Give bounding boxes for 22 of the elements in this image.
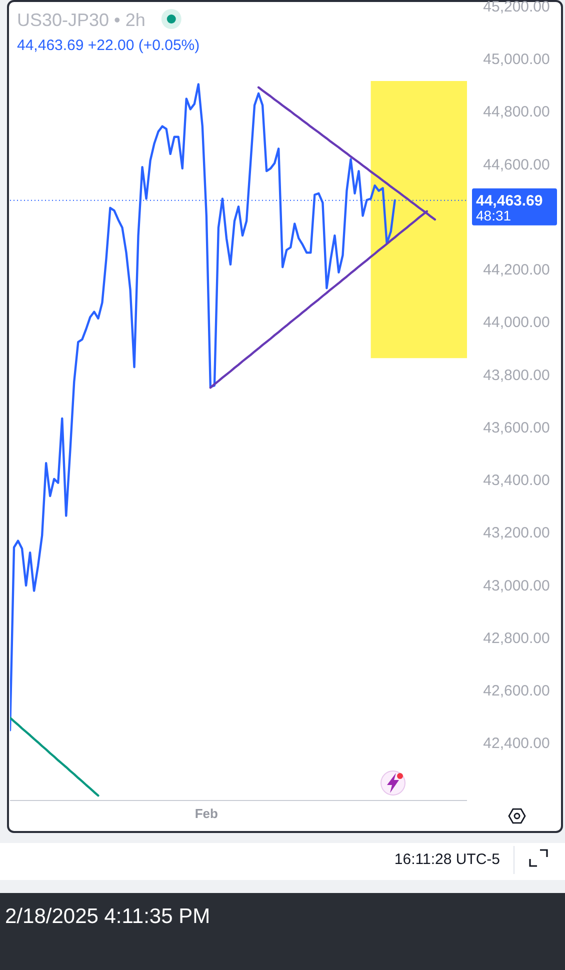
y-tick-label: 42,400.00	[483, 735, 550, 752]
y-tick-label: 43,800.00	[483, 366, 550, 384]
text: 44,463.69 +22.00 (+0.05%)	[17, 37, 200, 54]
y-tick-label: 44,000.00	[483, 314, 550, 332]
y-tick-label: 44,800.00	[483, 104, 550, 121]
y-tick-label: 43,200.00	[483, 524, 550, 542]
text: 16:11:28 UTC-5	[394, 851, 500, 868]
y-tick-label: 43,600.00	[483, 419, 550, 436]
y-tick-label: 45,200.00	[483, 0, 550, 16]
y-tick-label: 43,400.00	[483, 472, 550, 490]
text: 48:31	[476, 207, 512, 224]
x-tick-label: Feb	[194, 806, 218, 822]
text: 2/18/2025 4:11:35 PM	[5, 905, 210, 928]
text: US30-JP30 • 2h	[17, 10, 146, 30]
y-tick-label: 43,000.00	[483, 577, 550, 594]
line-series	[10, 716, 100, 797]
y-tick-label: 42,600.00	[483, 682, 550, 700]
y-tick-label: 44,600.00	[483, 156, 550, 174]
ref-line-label: 44,463.69	[476, 192, 543, 210]
y-tick-label: 44,200.00	[483, 262, 550, 279]
y-tick-label: 45,000.00	[483, 51, 550, 68]
y-tick-label: 42,800.00	[483, 630, 550, 647]
